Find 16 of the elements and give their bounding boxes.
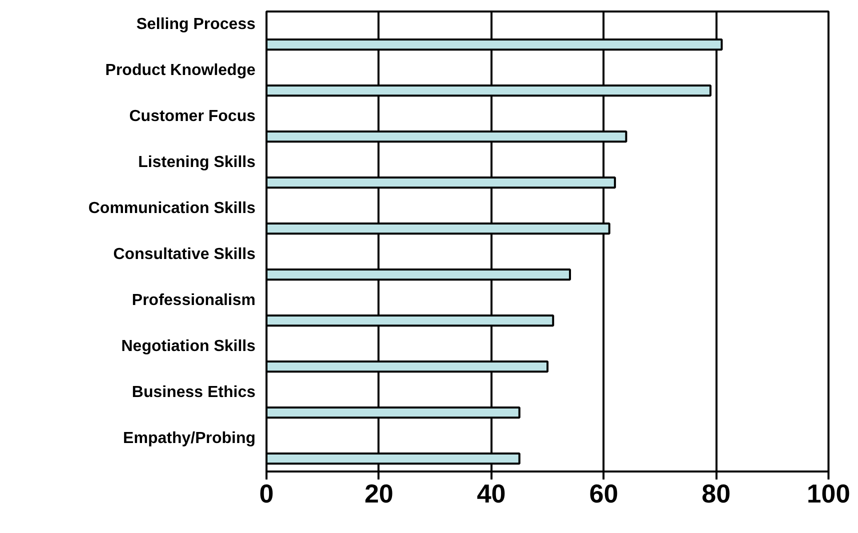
x-tick-label: 20 <box>364 478 394 508</box>
x-tick-label: 0 <box>259 478 274 508</box>
x-tick-label: 80 <box>702 478 731 508</box>
x-tick-label: 100 <box>806 478 850 508</box>
y-tick-label: Business Ethics <box>132 384 256 401</box>
y-tick-label: Communication Skills <box>88 200 256 217</box>
y-tick-label: Customer Focus <box>129 108 256 125</box>
y-tick-label: Selling Process <box>136 16 256 33</box>
y-tick-label: Empathy/Probing <box>123 430 256 447</box>
y-tick-label: Product Knowledge <box>105 62 256 79</box>
y-tick-label: Consultative Skills <box>113 246 256 263</box>
x-tick-label: 60 <box>589 478 618 508</box>
y-tick-label: Professionalism <box>132 292 256 309</box>
x-tick-label: 40 <box>476 478 506 508</box>
y-tick-label: Negotiation Skills <box>121 338 256 355</box>
y-tick-label: Listening Skills <box>138 154 256 171</box>
